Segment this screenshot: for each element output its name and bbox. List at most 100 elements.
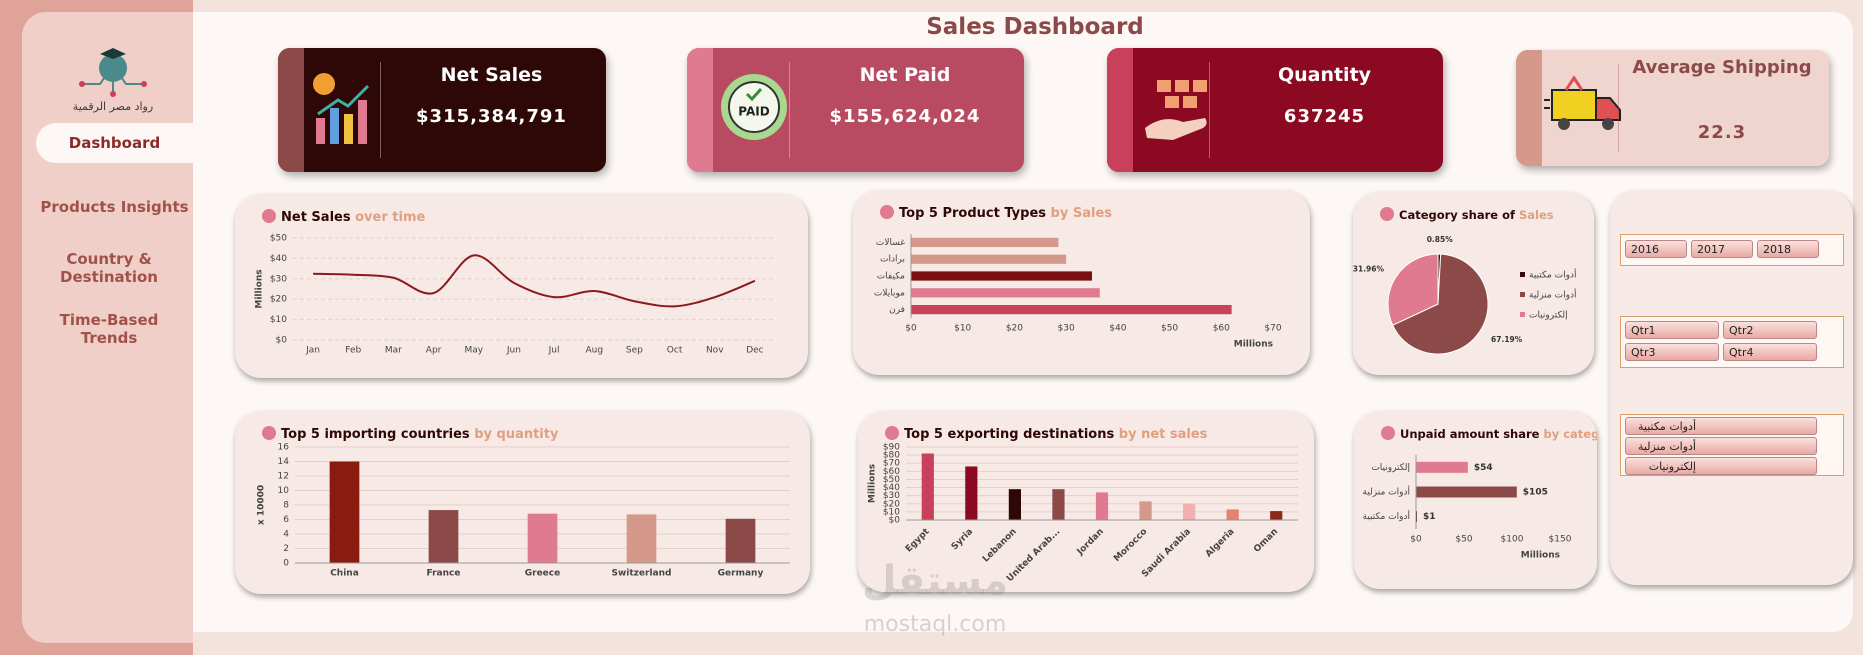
logo-text: رواد مصر الرقمية: [72, 100, 154, 113]
data-label: $1: [1423, 512, 1436, 522]
x-tick-label: $60: [1213, 324, 1230, 334]
x-tick-label: $50: [1455, 535, 1472, 545]
x-tick-label: Jul: [548, 346, 560, 356]
chart: Unpaid amount share by category Millions $…: [1363, 426, 1597, 561]
title-dot: [262, 209, 276, 223]
slicer-button[interactable]: أدوات منزلية: [1625, 437, 1817, 455]
pie-slice: [1387, 253, 1439, 326]
pie-slice: [1392, 253, 1489, 355]
title-main: Top 5 exporting destinations: [904, 427, 1114, 442]
y-tick-label: $30: [270, 274, 287, 284]
y-tick-label: $50: [883, 475, 900, 485]
y-tick-label: 4: [283, 530, 289, 540]
x-tick-label: Syria: [950, 527, 975, 552]
y-axis-label: x 10000: [257, 485, 267, 525]
x-tick-label: Oct: [667, 346, 683, 356]
x-tick-label: $40: [1109, 324, 1126, 334]
y-tick-label: 0: [283, 559, 289, 569]
kpi-value: $155,624,024: [829, 106, 981, 127]
x-tick-label: $20: [1006, 324, 1023, 334]
data-label: 0.85%: [1427, 235, 1454, 244]
chart-panel: Category share of Sales 0.85% أدوات مكتبية…: [1353, 192, 1594, 375]
nav-item[interactable]: Time-Based Trends: [59, 311, 159, 347]
chart-title: Top 5 importing countries by quantity: [281, 427, 559, 442]
kpi-icon: [313, 73, 370, 144]
slicer: 2016 2017 2018: [1620, 234, 1844, 266]
chart: Top 5 Product Types by Sales Millions $0 $1…: [874, 205, 1282, 350]
title-main: Top 5 Product Types: [899, 206, 1046, 221]
x-tick-label: $10: [954, 324, 971, 334]
slicer-button[interactable]: Qtr2: [1723, 321, 1817, 339]
x-tick-label: Mar: [385, 346, 402, 356]
data-label: 67.19%: [1491, 335, 1523, 344]
kpi-value: 22.3: [1697, 122, 1747, 143]
legend-label: أدوات مكتبية: [1529, 269, 1576, 281]
nav-item[interactable]: Country & Destination: [60, 250, 158, 286]
y-axis-label: Millions: [255, 269, 265, 308]
x-tick-label: Dec: [746, 346, 763, 356]
title-dot: [1380, 207, 1394, 221]
y-tick-label: 16: [278, 443, 290, 453]
legend-swatch: [1520, 292, 1525, 297]
slicer-button[interactable]: 2017: [1691, 240, 1753, 258]
chart-title: Category share of Sales: [1399, 208, 1554, 222]
y-tick-label: أدوات منزلية: [1363, 486, 1410, 498]
legend-swatch: [1520, 312, 1525, 317]
x-tick-label: Switzerland: [612, 569, 672, 579]
nav-item[interactable]: Products Insights: [40, 198, 189, 216]
slicer-button[interactable]: 2016: [1625, 240, 1687, 258]
x-tick-label: $100: [1501, 535, 1524, 545]
slicer-button[interactable]: 2018: [1757, 240, 1819, 258]
bar: [626, 514, 657, 563]
slicer-button[interactable]: Qtr1: [1625, 321, 1719, 339]
title-accent: by net sales: [1119, 427, 1208, 442]
card-strip: [278, 48, 304, 172]
title-accent: Sales: [1519, 208, 1554, 222]
title-dot: [880, 205, 894, 219]
x-tick-label: Jan: [305, 346, 320, 356]
chart-panel: Top 5 Product Types by Sales Millions $0 $1…: [853, 190, 1310, 375]
kpi-label: Average Shipping: [1632, 57, 1812, 78]
y-tick-label: 12: [278, 472, 289, 482]
x-tick-label: Nov: [706, 346, 724, 356]
y-tick-label: 14: [278, 457, 290, 467]
data-label: $105: [1523, 488, 1548, 498]
slicer-button[interactable]: أدوات مكتبية: [1625, 417, 1817, 435]
x-tick-label: Feb: [345, 346, 361, 356]
slicer: Qtr1 Qtr2 Qtr3 Qtr4: [1620, 316, 1844, 368]
x-axis-label: Millions: [1234, 340, 1273, 350]
y-tick-label: $40: [883, 483, 900, 493]
title-accent: over time: [355, 210, 425, 225]
x-tick-label: Apr: [426, 346, 442, 356]
bar: [725, 518, 756, 563]
chart: Top 5 exporting destinations by net sale…: [868, 426, 1298, 584]
x-tick-label: Germany: [718, 569, 764, 579]
x-tick-label: $70: [1264, 324, 1281, 334]
slicer-button[interactable]: إلكترونيات: [1625, 457, 1817, 475]
y-tick-label: 8: [283, 501, 289, 511]
title-accent: by quantity: [474, 427, 559, 442]
data-label: $54: [1474, 463, 1493, 473]
card-divider: [1209, 62, 1210, 158]
y-axis-label: Millions: [868, 464, 878, 503]
title-dot: [262, 426, 276, 440]
sidebar: [22, 12, 193, 643]
slicer: أدوات مكتبية أدوات منزلية إلكترونيات: [1620, 414, 1844, 476]
x-tick-label: France: [427, 569, 461, 579]
slicer-button[interactable]: Qtr3: [1625, 343, 1719, 361]
data-label: 31.96%: [1353, 265, 1384, 274]
chart: Top 5 importing countries by quantity x 1…: [257, 426, 790, 579]
x-tick-label: $150: [1549, 535, 1572, 545]
kpi-label: Quantity: [1277, 64, 1372, 86]
chart: Category share of Sales 0.85% أدوات مكتبية…: [1353, 207, 1576, 355]
card-strip: [1516, 50, 1542, 166]
chart-title: Net Sales over time: [281, 210, 426, 225]
y-tick-label: $70: [883, 459, 900, 469]
bar: [428, 510, 459, 563]
slicer-button[interactable]: Qtr4: [1723, 343, 1817, 361]
line: [313, 254, 756, 308]
bar: [911, 271, 1092, 281]
nav-item[interactable]: Dashboard: [36, 123, 193, 163]
bar: [911, 237, 1059, 248]
x-axis-label: Millions: [1521, 551, 1560, 561]
